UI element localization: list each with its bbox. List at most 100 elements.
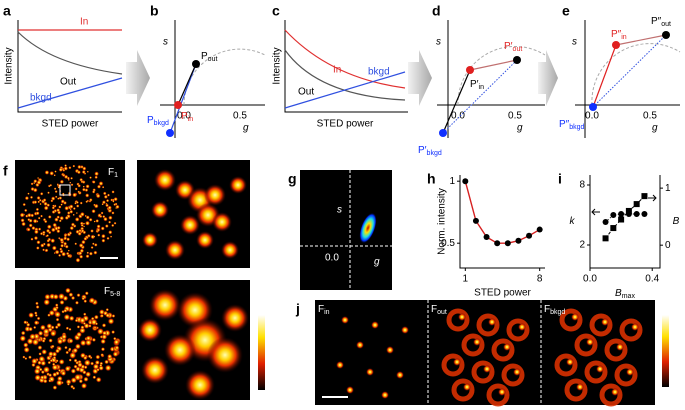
circle	[662, 31, 670, 39]
spot	[88, 251, 93, 256]
spot	[576, 383, 584, 391]
spot	[33, 235, 39, 241]
spot	[68, 338, 74, 344]
spot	[44, 248, 49, 253]
spot	[64, 287, 71, 294]
text: F1	[108, 167, 118, 179]
text: i	[558, 171, 562, 187]
spot	[55, 359, 59, 363]
spot	[51, 206, 56, 210]
spot	[74, 300, 80, 305]
ring	[619, 318, 643, 342]
spot	[23, 320, 28, 325]
ring	[501, 363, 525, 387]
spot	[27, 192, 30, 195]
tspan: in	[188, 116, 194, 123]
spot	[75, 211, 78, 215]
spot	[49, 330, 57, 337]
spot	[69, 351, 77, 359]
spot	[80, 382, 88, 389]
spot	[83, 225, 86, 228]
spot	[74, 343, 81, 350]
spot	[76, 293, 81, 298]
spot	[85, 254, 90, 259]
spot	[33, 367, 41, 375]
line	[442, 69, 471, 134]
tspan: bkgd	[154, 120, 169, 127]
text: 0.0	[177, 111, 191, 122]
spot	[79, 211, 85, 217]
ring	[614, 363, 638, 387]
spot	[66, 253, 71, 258]
spot	[631, 323, 639, 331]
path	[17, 20, 122, 113]
y2-tick-label: 0	[665, 240, 671, 251]
spot	[38, 355, 46, 363]
spot	[111, 223, 115, 228]
spot	[58, 205, 62, 209]
spot	[42, 327, 50, 336]
spot	[112, 200, 115, 203]
spot	[96, 228, 101, 232]
spot	[113, 336, 117, 341]
spot	[41, 230, 46, 235]
spot	[56, 365, 61, 369]
text: bkgd	[30, 93, 52, 104]
spot	[84, 338, 93, 347]
spot	[42, 366, 51, 374]
spot	[70, 384, 74, 389]
f-overlay: F1 F5-8	[59, 167, 120, 298]
tspan: F	[318, 304, 324, 315]
spot	[196, 231, 214, 249]
panel-g: s 0.0 g	[300, 170, 392, 290]
spot	[64, 215, 69, 221]
spot	[35, 207, 40, 212]
spot	[78, 378, 84, 384]
spot	[101, 185, 105, 189]
spot	[70, 183, 74, 187]
marker	[536, 226, 543, 233]
ring	[564, 378, 588, 402]
spot	[32, 218, 38, 224]
text: F5-8	[104, 286, 120, 298]
spot	[68, 347, 72, 351]
text: Pbkgd	[147, 115, 169, 127]
text: Pout	[201, 51, 217, 63]
spot	[104, 364, 112, 372]
text: STED power	[42, 119, 99, 130]
spot	[80, 229, 85, 233]
spot	[51, 210, 56, 215]
spot	[78, 242, 84, 248]
spot	[79, 327, 86, 334]
y-tick-label: 8	[579, 180, 585, 191]
spot	[37, 227, 42, 231]
spot	[54, 325, 59, 330]
text: a	[3, 3, 11, 19]
spot	[94, 359, 100, 366]
panel-labels: a b c d e f g h i j	[3, 3, 570, 317]
tspan: F	[431, 304, 437, 315]
spot	[38, 352, 42, 356]
spot	[64, 164, 68, 168]
rect	[662, 315, 669, 387]
rect	[59, 184, 71, 196]
spot	[59, 237, 65, 243]
spot	[61, 333, 68, 340]
ring	[461, 333, 485, 357]
spot	[503, 343, 511, 351]
line	[284, 71, 406, 109]
spot	[221, 304, 249, 332]
line	[592, 44, 617, 108]
spot	[94, 322, 99, 326]
text: g	[517, 123, 523, 134]
spot	[69, 204, 74, 209]
axes	[459, 175, 545, 269]
spot	[453, 358, 461, 366]
spot	[86, 251, 90, 255]
ring	[554, 353, 578, 377]
text: In	[80, 17, 88, 28]
spot	[371, 321, 379, 329]
spot	[56, 229, 61, 234]
spot	[100, 313, 104, 318]
tspan: P″	[559, 119, 570, 130]
